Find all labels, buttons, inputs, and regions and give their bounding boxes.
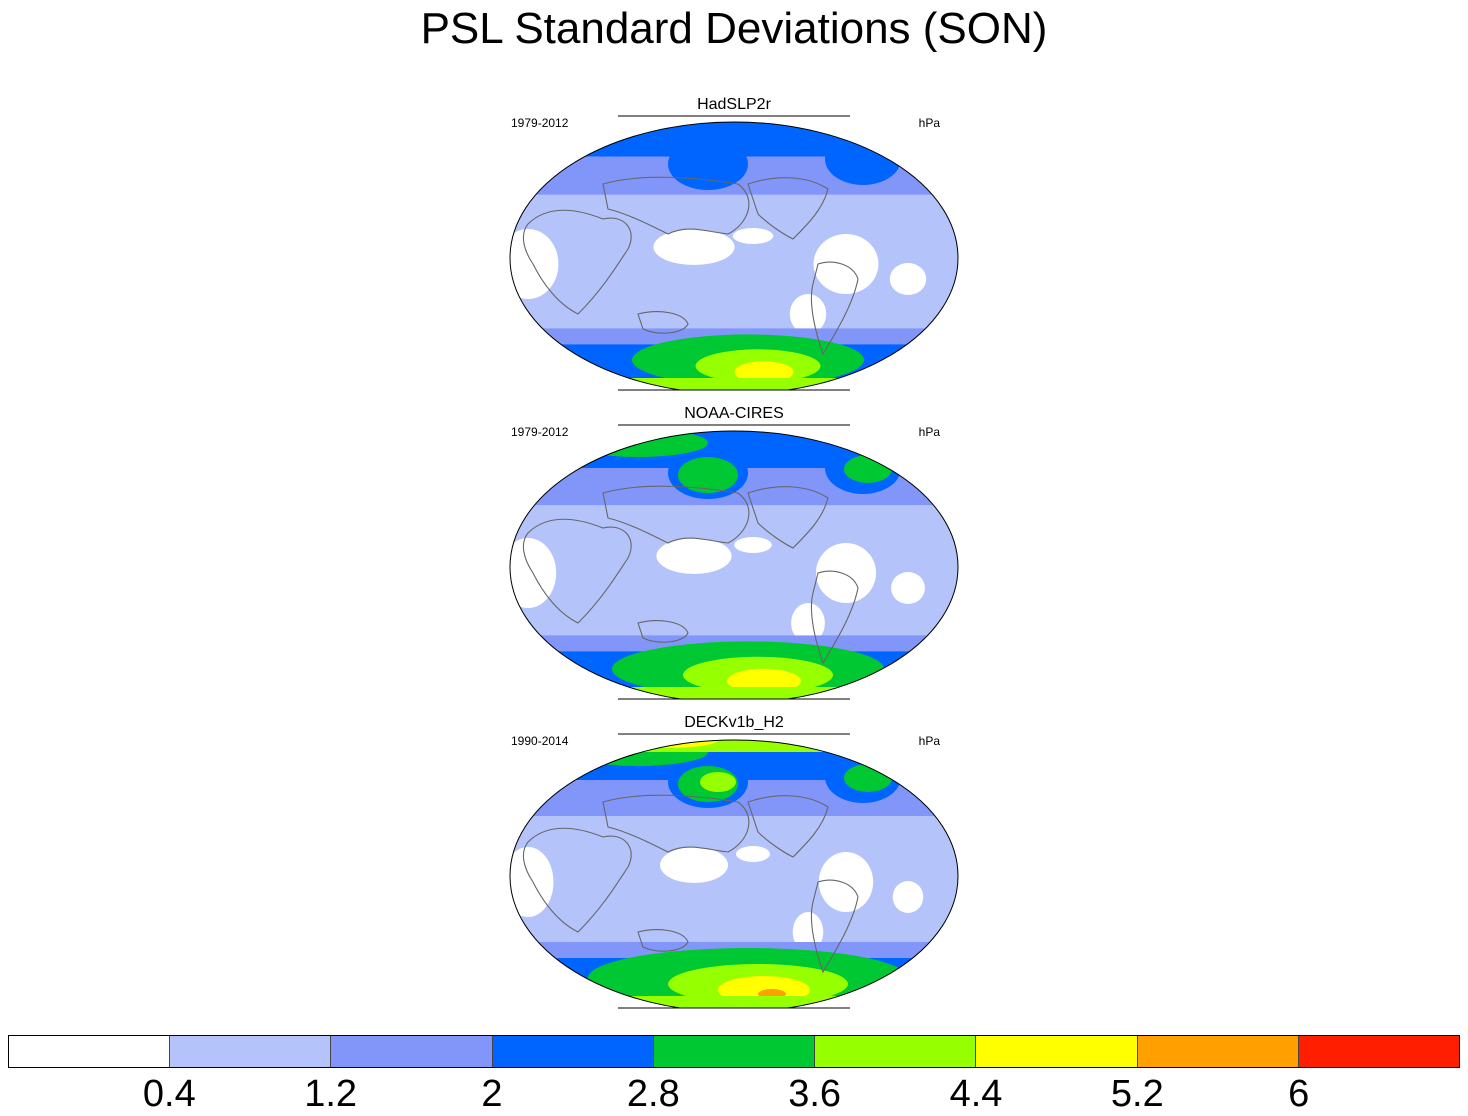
map-outline <box>509 430 959 699</box>
colorbar-tick-label: 2.8 <box>626 1073 680 1115</box>
band-white <box>736 846 770 862</box>
band-north-pacific <box>700 772 736 792</box>
colorbar-tick-label: 3.6 <box>788 1073 842 1115</box>
band-white <box>510 538 557 608</box>
coastline <box>637 311 689 334</box>
coastline <box>522 518 632 624</box>
coastline <box>810 879 859 974</box>
panel-units: hPa <box>918 734 940 748</box>
coastline <box>747 177 829 240</box>
figure-title: PSL Standard Deviations (SON) <box>420 4 1048 53</box>
band-white <box>815 543 877 603</box>
panel-title: NOAA-CIRES <box>684 405 784 422</box>
coastline <box>522 827 632 933</box>
map-outline <box>509 739 959 1008</box>
band-white <box>891 572 925 604</box>
colorbar-box <box>976 1036 1138 1067</box>
band-white <box>892 881 924 913</box>
coastline <box>602 176 750 235</box>
colorbar-tick-label: 6 <box>1288 1073 1310 1115</box>
band-north-pacific <box>668 138 748 190</box>
band-north-pacific <box>678 457 738 493</box>
band-white <box>818 852 874 912</box>
colorbar-tick-label: 2 <box>481 1073 503 1115</box>
colorbar-box <box>815 1036 977 1067</box>
coastline <box>810 261 859 356</box>
panel-units: hPa <box>918 425 940 439</box>
band-north-atlantic <box>825 133 901 185</box>
band-white <box>889 263 927 295</box>
band-arctic <box>510 740 958 752</box>
colorbar-box <box>9 1036 171 1067</box>
colorbar-tick-label: 0.4 <box>142 1073 196 1115</box>
coastline <box>637 620 689 643</box>
map-panel-noaa-cires: NOAA-CIRES 1979-2012 hPa <box>508 405 960 705</box>
world-map <box>509 733 959 1009</box>
colorbar <box>8 1035 1460 1068</box>
coastline <box>810 570 859 665</box>
band-north-atlantic <box>844 764 892 792</box>
band-white <box>813 234 879 294</box>
coastline <box>522 209 632 315</box>
coastline <box>747 486 829 549</box>
band-white <box>510 847 554 917</box>
map-panel-hadslp2r: HadSLP2r 1979-2012 hPa <box>508 96 960 396</box>
coastline <box>602 485 750 544</box>
colorbar-box <box>653 1036 816 1067</box>
band-white <box>732 228 774 244</box>
colorbar-tick-label: 4.4 <box>949 1073 1003 1115</box>
coastline <box>747 795 829 858</box>
colorbar-box <box>170 1036 332 1067</box>
band-white <box>653 229 735 265</box>
colorbar-box <box>1137 1036 1299 1067</box>
colorbar-tick-label: 5.2 <box>1110 1073 1164 1115</box>
map-outline <box>509 121 959 390</box>
panel-period: 1979-2012 <box>511 425 569 439</box>
panel-period: 1979-2012 <box>511 116 569 130</box>
panel-title: HadSLP2r <box>697 96 771 113</box>
coastline <box>602 794 750 853</box>
map-panel-deckv1b-h2: DECKv1b_H2 1990-2014 hPa <box>508 714 960 1014</box>
band-north-atlantic <box>844 455 892 483</box>
band-white <box>791 603 825 643</box>
panel-period: 1990-2014 <box>511 734 569 748</box>
band-arctic <box>568 431 708 457</box>
world-map <box>509 115 959 391</box>
colorbar-box <box>331 1036 493 1067</box>
band-white <box>656 538 732 574</box>
band-white <box>789 294 827 334</box>
world-map <box>509 424 959 700</box>
band-southern <box>734 361 794 383</box>
coastline <box>637 929 689 952</box>
colorbar-box <box>492 1036 654 1067</box>
colorbar-tick-label: 1.2 <box>304 1073 358 1115</box>
band-white <box>660 847 728 883</box>
band-white <box>734 537 772 553</box>
colorbar-box <box>1298 1036 1459 1067</box>
panel-title: DECKv1b_H2 <box>684 714 784 731</box>
panel-units: hPa <box>918 116 940 130</box>
